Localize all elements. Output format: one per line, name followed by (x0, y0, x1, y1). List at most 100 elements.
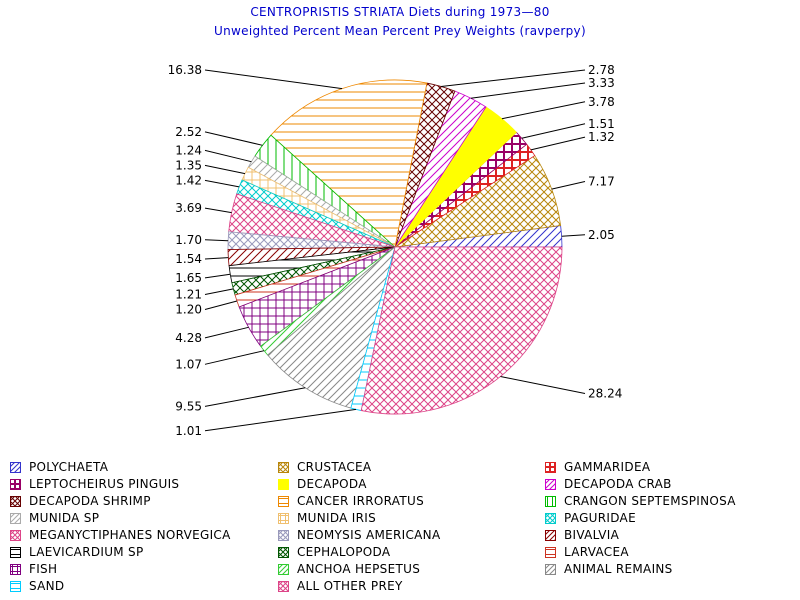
legend-item: ALL OTHER PREY (278, 578, 403, 594)
value-label: 1.32 (588, 130, 615, 144)
legend-swatch (545, 512, 556, 524)
legend-swatch (545, 495, 556, 507)
legend-label: MUNIDA IRIS (297, 511, 377, 525)
legend-label: NEOMYSIS AMERICANA (297, 528, 441, 542)
legend-swatch (10, 563, 21, 575)
legend-swatch (545, 546, 556, 558)
legend-swatch (10, 461, 21, 473)
chart-title: CENTROPRISTIS STRIATA Diets during 1973—… (250, 5, 550, 19)
value-label: 1.54 (175, 252, 202, 266)
legend-label: CRANGON SEPTEMSPINOSA (564, 494, 736, 508)
legend-swatch (278, 461, 289, 473)
legend-label: LAEVICARDIUM SP (29, 545, 144, 559)
legend-label: ANIMAL REMAINS (564, 562, 673, 576)
value-label: 4.28 (175, 331, 202, 345)
leader-line (204, 257, 229, 260)
legend-label: ANCHOA HEPSETUS (297, 562, 421, 576)
pie-chart: 2.05 7.17 1.321.51 3.78 3.332.78 16.38 2.52 1.2… (168, 63, 623, 438)
legend-swatch (278, 580, 289, 592)
leader-line (521, 123, 586, 139)
legend-item: BIVALVIA (545, 527, 619, 543)
legend-item: MUNIDA IRIS (278, 510, 376, 526)
value-label: 1.24 (175, 143, 202, 157)
leader-line (551, 181, 586, 190)
legend-item: CEPHALOPODA (278, 544, 390, 560)
legend-item: FISH (10, 561, 57, 577)
leader-line (204, 69, 343, 90)
value-label: 7.17 (588, 174, 615, 188)
legend-item: GAMMARIDEA (545, 459, 650, 475)
legend-label: DECAPODA (297, 477, 367, 491)
leader-line (204, 164, 246, 175)
legend-label: BIVALVIA (564, 528, 620, 542)
legend-label: PAGURIDAE (564, 511, 636, 525)
value-label: 1.51 (588, 117, 615, 131)
value-label: 1.07 (175, 357, 202, 371)
value-label: 2.78 (588, 63, 615, 77)
legend-item: ANCHOA HEPSETUS (278, 561, 420, 577)
leader-line (204, 207, 232, 214)
legend-swatch (278, 546, 289, 558)
legend-label: CANCER IRRORATUS (297, 494, 424, 508)
leader-line (530, 136, 586, 151)
legend-swatch (278, 529, 289, 541)
legend-swatch (10, 512, 21, 524)
legend-label: SAND (29, 579, 65, 593)
value-label: 3.78 (588, 95, 615, 109)
legend-label: DECAPODA SHRIMP (29, 494, 151, 508)
legend-item: LAEVICARDIUM SP (10, 544, 144, 560)
legend-label: GAMMARIDEA (564, 460, 651, 474)
legend-item: MEGANYCTIPHANES NORVEGICA (10, 527, 231, 543)
legend-label: CRUSTACEA (297, 460, 372, 474)
legend-label: FISH (29, 562, 58, 576)
legend-item: NEOMYSIS AMERICANA (278, 527, 440, 543)
leader-line (204, 273, 231, 279)
legend-swatch (278, 495, 289, 507)
value-label: 1.35 (175, 158, 202, 172)
legend-item: LEPTOCHEIRUS PINGUIS (10, 476, 179, 492)
legend-item: ANIMAL REMAINS (545, 561, 673, 577)
legend-swatch (10, 580, 21, 592)
legend-swatch (278, 478, 289, 490)
legend-item: LARVACEA (545, 544, 629, 560)
value-label: 1.01 (175, 424, 202, 438)
value-labels: 2.05 7.17 1.321.51 3.78 3.332.78 16.38 2.52 1.2… (168, 63, 623, 438)
legend-label: MEGANYCTIPHANES NORVEGICA (29, 528, 231, 542)
leader-line (441, 69, 586, 87)
legend-label: LEPTOCHEIRUS PINGUIS (29, 477, 180, 491)
value-label: 2.52 (175, 125, 202, 139)
legend-item: CRUSTACEA (278, 459, 371, 475)
leader-line (204, 350, 265, 365)
leader-line (500, 376, 586, 394)
leader-line (470, 82, 586, 99)
legend-item: CANCER IRRORATUS (278, 493, 424, 509)
value-label: 1.42 (175, 173, 202, 187)
legend-label: POLYCHAETA (29, 460, 109, 474)
legend-label: MUNIDA SP (29, 511, 100, 525)
legend-item: CRANGON SEPTEMSPINOSA (545, 493, 736, 509)
legend-swatch (545, 529, 556, 541)
value-label: 3.33 (588, 76, 615, 90)
legend-swatch (10, 546, 21, 558)
leader-line (204, 239, 229, 242)
legend-swatch (545, 478, 556, 490)
legend-item: DECAPODA (278, 476, 367, 492)
leader-line (501, 101, 586, 120)
pie-slice-all-other-prey (360, 246, 563, 415)
legend-item: MUNIDA SP (10, 510, 99, 526)
legend-swatch (10, 529, 21, 541)
value-label: 28.24 (588, 387, 622, 401)
value-label: 1.20 (175, 302, 202, 316)
legend-swatch (278, 563, 289, 575)
legend-swatch (10, 478, 21, 490)
legend-item: DECAPODA CRAB (545, 476, 672, 492)
value-label: 3.69 (175, 201, 202, 215)
legend-swatch (10, 495, 21, 507)
legend-swatch (545, 563, 556, 575)
leader-line (204, 131, 263, 146)
leader-line (204, 408, 357, 432)
legend-item: POLYCHAETA (10, 459, 108, 475)
legend-label: DECAPODA CRAB (564, 477, 672, 491)
legend-swatch (278, 512, 289, 524)
legend-item: PAGURIDAE (545, 510, 636, 526)
